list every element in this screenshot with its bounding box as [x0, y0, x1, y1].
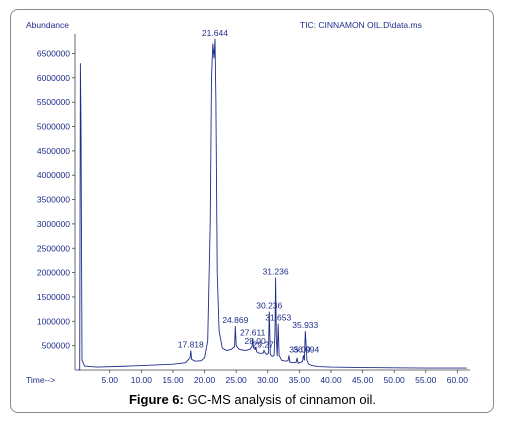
y-tick-label: 3500000 [37, 195, 70, 205]
x-tick-label: 20.00 [194, 375, 216, 385]
y-tick-label: 6500000 [37, 48, 70, 58]
chart-title: TIC: CINNAMON OIL.D\data.ms [300, 20, 422, 30]
tic-trace-line [78, 38, 467, 371]
peak-label: 29.27 [253, 340, 275, 350]
figure-caption: Figure 6: GC-MS analysis of cinnamon oil… [0, 392, 505, 407]
x-tick-label: 35.00 [289, 375, 311, 385]
chart-axes [74, 34, 470, 371]
x-tick-label: 10.00 [131, 375, 153, 385]
y-tick-label: 4000000 [37, 170, 70, 180]
x-tick-label: 25.00 [226, 375, 248, 385]
x-axis-ticks: 5.00 10.00 15.00 20.00 25.00 30.00 35.00 40.00 4… [101, 370, 468, 385]
x-tick-label: 15.00 [162, 375, 184, 385]
y-tick-label: 5500000 [37, 97, 70, 107]
peak-label: 28.00 [244, 336, 266, 346]
x-tick-label: 55.00 [415, 375, 437, 385]
peak-label: 24.869 [222, 315, 248, 325]
peak-label: 36.094 [293, 344, 319, 354]
peak-label: 17.818 [178, 340, 204, 350]
x-tick-label: 40.00 [320, 375, 342, 385]
y-tick-label: 2000000 [37, 268, 70, 278]
y-tick-label: 4500000 [37, 146, 70, 156]
y-tick-label: 5000000 [37, 122, 70, 132]
y-tick-label: 2500000 [37, 243, 70, 253]
peak-label: 31.236 [263, 266, 289, 276]
x-tick-label: 5.00 [101, 375, 118, 385]
x-tick-label: 45.00 [352, 375, 374, 385]
peak-label: 35.09 [289, 344, 311, 354]
peak-label: 31.653 [265, 313, 291, 323]
peak-label: 27.611 [240, 327, 266, 337]
y-tick-label: 3000000 [37, 219, 70, 229]
y-tick-label: 500000 [42, 341, 71, 351]
y-axis-title: Abundance [26, 20, 69, 30]
peak-label: 35.933 [292, 320, 318, 330]
y-axis-ticks: 500000 1000000 1500000 2000000 2500000 300000… [37, 48, 75, 351]
y-tick-label: 6000000 [37, 73, 70, 83]
figure-caption-prefix: Figure 6: [128, 392, 184, 407]
x-tick-label: 50.00 [384, 375, 406, 385]
y-tick-label: 1000000 [37, 316, 70, 326]
peak-label: 21.644 [202, 28, 228, 38]
x-axis-title: Time--> [26, 375, 55, 385]
x-tick-label: 60.00 [447, 375, 469, 385]
x-tick-label: 30.00 [257, 375, 279, 385]
figure-caption-text: GC-MS analysis of cinnamon oil. [183, 392, 377, 407]
peak-label: 30.236 [256, 301, 282, 311]
y-tick-label: 1500000 [37, 292, 70, 302]
